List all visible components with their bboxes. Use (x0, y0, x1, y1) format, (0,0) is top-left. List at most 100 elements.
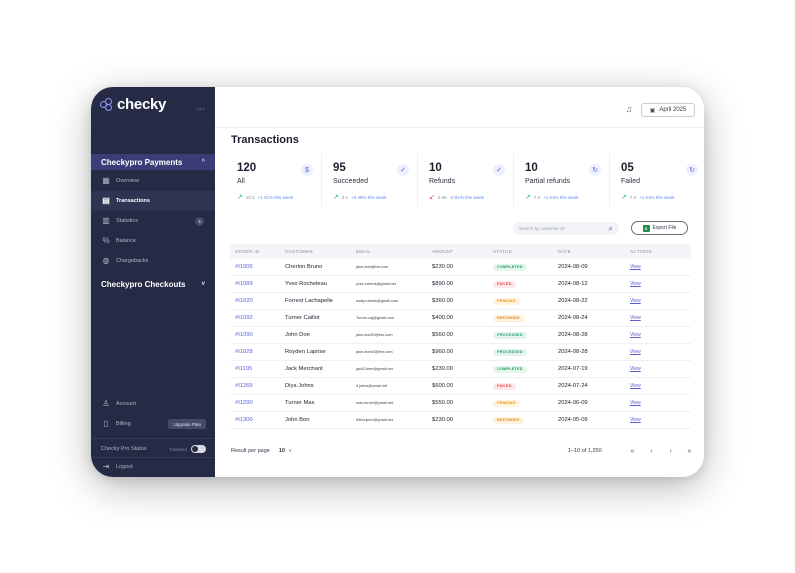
pro-status-toggle[interactable] (191, 445, 206, 453)
order-id-link[interactable]: #I1005 (235, 264, 253, 270)
first-page-button[interactable]: « (630, 447, 635, 455)
export-label: Export File (652, 225, 677, 231)
column-header[interactable]: DATE (558, 249, 571, 254)
status-badge: COMPLETED (493, 263, 527, 271)
sidebar-item-label: Account (116, 401, 136, 407)
chevron-down-icon[interactable]: v (288, 448, 292, 454)
view-link[interactable]: View (630, 383, 641, 389)
table-header: ORDER ID CUSTOMER EMAIL AMOUNT STATUS DA… (230, 244, 691, 259)
sidebar-item-label: Billing (116, 421, 131, 427)
table-row[interactable]: #I1020 Forrest Lachapelle wally.roberts@gm… (230, 293, 691, 310)
logout-icon: ⇥ (102, 462, 110, 471)
column-header[interactable]: CUSTOMER (285, 249, 314, 254)
nav-group-checkouts[interactable]: Checkypro Checkouts v (91, 276, 215, 292)
stat-trend: ↗ 7.2 +1.51% this week (621, 193, 675, 201)
prev-page-button[interactable]: ‹ (650, 447, 653, 455)
calendar-icon: ▣ (649, 107, 656, 114)
upgrade-plan-button[interactable]: Upgrade Plan (168, 419, 206, 429)
next-page-button[interactable]: › (669, 447, 672, 455)
nav-group-payments[interactable]: Checkypro Payments ^ (91, 154, 215, 170)
logo[interactable]: checky (100, 96, 169, 113)
pagination-controls: « ‹ › » (623, 448, 699, 455)
email-cell: yves.roberts@gmail.net (356, 282, 396, 286)
table-row[interactable]: #I1300 John Bon 69bonjohn@ymail.net $230.00… (230, 412, 691, 429)
customer-cell: Turner Max (285, 400, 315, 406)
sidebar-item-balance[interactable]: % Balance (91, 231, 215, 251)
rows-per-page-select[interactable]: 10 (278, 448, 285, 454)
stat-card[interactable]: 95 Succeeded ✓ ↗ 3.1 +0.49% this week (326, 153, 418, 207)
email-cell: wally.roberts@gmail.com (356, 299, 399, 303)
order-id-link[interactable]: #I1105 (235, 366, 253, 372)
trend-down-icon: ↙ (429, 194, 435, 201)
date-cell: 2024-08-24 (558, 315, 588, 321)
order-id-link[interactable]: #I1290 (235, 400, 253, 406)
order-id-link[interactable]: #I1020 (235, 298, 253, 304)
stat-trend-value: 7.2 (629, 194, 637, 200)
column-header[interactable]: STATUS (493, 249, 512, 254)
table-row[interactable]: #I1092 Turner Caillot Turner-caj@gmail.com… (230, 310, 691, 327)
email-cell: jane.doe92@live.com (356, 350, 393, 354)
excel-icon: x (642, 224, 650, 232)
view-link[interactable]: View (630, 332, 641, 338)
table-row[interactable]: #I1089 Yves Rocheleau yves.roberts@gmail.n… (230, 276, 691, 293)
last-page-button[interactable]: » (687, 447, 692, 455)
bag-check-icon: ✓ (397, 164, 409, 176)
view-link[interactable]: View (630, 400, 641, 406)
sidebar-item-statistics[interactable]: ▥ Statistics 4 (91, 211, 215, 231)
stat-trend-percent: -0.91% this week (449, 194, 484, 200)
order-id-link[interactable]: #I1300 (235, 417, 253, 423)
sidebar-item-transactions[interactable]: ▤ Transactions (91, 191, 215, 211)
user-icon: ♙ (102, 399, 110, 408)
bar-chart-icon: ▥ (102, 216, 110, 225)
sidebar-item-logout[interactable]: ⇥ Logout (91, 457, 215, 477)
sidebar: checky v1.0 Checkypro Payments ^ ▦ Overv… (91, 87, 215, 477)
stat-trend-value: 10.2 (245, 194, 255, 200)
sidebar-item-billing[interactable]: ▯ Billing Upgrade Plan (91, 414, 215, 434)
view-link[interactable]: View (630, 264, 641, 270)
table-row[interactable]: #I1265 Diya Johns d.johns@ymail.net $600.00… (230, 378, 691, 395)
stat-card[interactable]: 10 Refunds ✓ ↙ 2.56 -0.91% this week (422, 153, 514, 207)
date-picker-button[interactable]: ▣ April 2025 (641, 103, 695, 117)
view-link[interactable]: View (630, 417, 641, 423)
sidebar-item-label: Balance (116, 238, 136, 244)
sidebar-item-overview[interactable]: ▦ Overview (91, 171, 215, 191)
search-icon[interactable]: ⌕ (608, 224, 613, 233)
view-link[interactable]: View (630, 281, 641, 287)
column-header[interactable]: AMOUNT (432, 249, 454, 254)
stat-card[interactable]: 05 Failed ↻ ↗ 7.2 +1.51% this week (614, 153, 704, 207)
search-input[interactable] (519, 226, 604, 231)
table-row[interactable]: #I1105 Jack Merchant jack13mer@gmail.net $2… (230, 361, 691, 378)
view-link[interactable]: View (630, 298, 641, 304)
column-header[interactable]: EMAIL (356, 249, 372, 254)
table-row[interactable]: #I1005 Cherlon Bruno jane.doe@live.com $230… (230, 259, 691, 276)
table-row[interactable]: #I1090 John Doe jane.doe92@live.com $560.00… (230, 327, 691, 344)
stat-card[interactable]: 10 Partial refunds ↻ ↗ 7.2 +1.51% this week (518, 153, 610, 207)
date-cell: 2024-08-09 (558, 264, 588, 270)
order-id-link[interactable]: #I1090 (235, 332, 253, 338)
view-link[interactable]: View (630, 366, 641, 372)
stat-card[interactable]: 120 All $ ↗ 10.2 +1.01% this week (230, 153, 322, 207)
table-row[interactable]: #I1028 Royden Laprise jane.doe92@live.com $… (230, 344, 691, 361)
order-id-link[interactable]: #I1265 (235, 383, 253, 389)
top-bar: ♫ ▣ April 2025 (215, 87, 704, 128)
view-link[interactable]: View (630, 349, 641, 355)
view-link[interactable]: View (630, 315, 641, 321)
amount-cell: $400.00 (432, 315, 453, 321)
export-file-button[interactable]: x Export File (631, 221, 688, 235)
table-row[interactable]: #I1290 Turner Max max.turner@ymail.net $550… (230, 395, 691, 412)
trend-up-icon: ↗ (237, 194, 243, 201)
order-id-link[interactable]: #I1089 (235, 281, 253, 287)
customer-cell: Diya Johns (285, 383, 314, 389)
sidebar-item-chargebacks[interactable]: ◍ Chargebacks (91, 251, 215, 271)
column-header[interactable]: ORDER ID (235, 249, 260, 254)
logo-text: checky (117, 96, 167, 113)
bell-icon[interactable]: ♫ (625, 104, 633, 114)
sidebar-item-account[interactable]: ♙ Account (91, 394, 215, 414)
search-box[interactable]: ⌕ (513, 222, 619, 235)
order-id-link[interactable]: #I1092 (235, 315, 253, 321)
column-header[interactable]: ACTIONS (630, 249, 653, 254)
logo-mark-icon (100, 97, 114, 112)
order-id-link[interactable]: #I1028 (235, 349, 253, 355)
stat-value: 10 (429, 162, 442, 174)
